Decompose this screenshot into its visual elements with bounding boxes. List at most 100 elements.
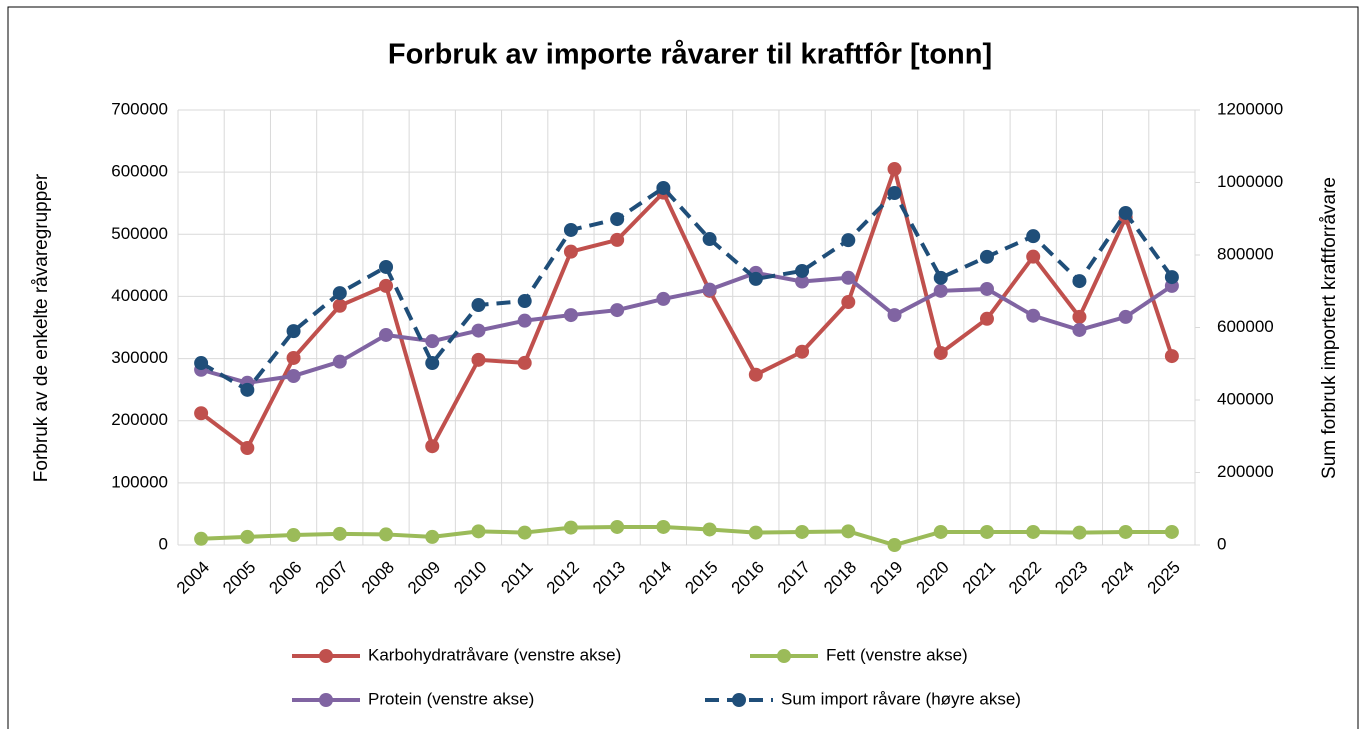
data-point	[1164, 524, 1179, 539]
data-point	[702, 282, 717, 297]
data-point	[1072, 322, 1087, 337]
data-point	[1072, 274, 1087, 289]
data-point	[933, 345, 948, 360]
data-point	[795, 524, 810, 539]
data-point	[517, 355, 532, 370]
data-point	[1164, 349, 1179, 364]
data-point	[933, 283, 948, 298]
series-line	[200, 185, 1174, 392]
data-point	[1164, 270, 1179, 285]
data-point	[286, 350, 301, 365]
data-point	[795, 263, 810, 278]
data-point	[194, 356, 209, 371]
data-point	[517, 525, 532, 540]
series-line	[199, 167, 1174, 451]
data-point	[748, 525, 763, 540]
data-point	[1026, 229, 1041, 244]
data-point	[332, 286, 347, 301]
data-point	[702, 232, 717, 247]
data-point	[1026, 524, 1041, 539]
y2-axis-label: Sum forbruk importert kraftforråvare	[1319, 177, 1340, 479]
data-point	[332, 298, 347, 313]
y2-tick-label: 1200000	[1217, 99, 1283, 118]
data-point	[286, 368, 301, 383]
y-tick-label: 300000	[111, 348, 168, 367]
data-point	[702, 522, 717, 537]
data-point	[1118, 524, 1133, 539]
data-point	[332, 354, 347, 369]
data-point	[471, 524, 486, 539]
data-point	[1026, 308, 1041, 323]
data-point	[795, 344, 810, 359]
data-point	[240, 382, 255, 397]
y2-tick-label: 200000	[1217, 462, 1274, 481]
data-point	[795, 274, 810, 289]
data-point	[379, 327, 394, 342]
data-point	[979, 249, 994, 264]
data-point	[194, 531, 209, 546]
data-point	[286, 528, 301, 543]
data-point	[610, 303, 625, 318]
data-point	[332, 526, 347, 541]
data-point	[379, 259, 394, 274]
y-tick-label: 500000	[111, 224, 168, 243]
data-point	[1026, 249, 1041, 264]
chart-border	[7, 6, 1359, 729]
data-point	[748, 367, 763, 382]
data-point	[841, 295, 856, 310]
data-point	[841, 270, 856, 285]
data-point	[748, 271, 763, 286]
data-point	[379, 527, 394, 542]
data-point	[656, 291, 671, 306]
data-point	[563, 244, 578, 259]
data-point	[979, 311, 994, 326]
legend-marker	[319, 649, 333, 663]
data-point	[979, 524, 994, 539]
data-point	[240, 441, 255, 456]
y2-tick-label: 1000000	[1217, 172, 1283, 191]
data-point	[425, 439, 440, 454]
y-axis-label: Forbruk av de enkelte råvaregrupper	[31, 173, 52, 482]
data-point	[979, 281, 994, 296]
data-point	[517, 313, 532, 328]
series-line	[201, 524, 1172, 547]
legend-label: Fett (venstre akse)	[826, 645, 968, 664]
data-point	[656, 180, 671, 195]
data-point	[563, 520, 578, 535]
data-point	[656, 519, 671, 534]
data-point	[933, 524, 948, 539]
data-point	[933, 270, 948, 285]
data-point	[1072, 525, 1087, 540]
legend-label: Sum import råvare (høyre akse)	[781, 689, 1021, 708]
y-tick-label: 200000	[111, 410, 168, 429]
data-point	[379, 278, 394, 293]
y-tick-label: 600000	[111, 162, 168, 181]
data-point	[841, 233, 856, 248]
chart-title: Forbruk av importe råvarer til kraftfôr …	[388, 39, 992, 71]
series-line	[200, 270, 1174, 385]
data-point	[563, 222, 578, 237]
data-point	[563, 308, 578, 323]
legend-marker	[319, 693, 333, 707]
data-point	[887, 162, 902, 177]
legend-label: Karbohydratråvare (venstre akse)	[368, 645, 621, 664]
data-point	[425, 529, 440, 544]
data-point	[194, 406, 209, 421]
data-point	[1072, 309, 1087, 324]
legend-label: Protein (venstre akse)	[368, 689, 534, 708]
data-point	[841, 524, 856, 539]
data-point	[240, 529, 255, 544]
y2-tick-label: 800000	[1217, 244, 1274, 263]
y-tick-label: 700000	[111, 99, 168, 118]
data-point	[887, 538, 902, 552]
y2-tick-label: 600000	[1217, 317, 1274, 336]
y-tick-label: 0	[159, 534, 168, 553]
y-tick-label: 100000	[111, 472, 168, 491]
data-point	[471, 323, 486, 338]
data-point	[286, 324, 301, 339]
y2-tick-label: 400000	[1217, 389, 1274, 408]
legend-marker	[732, 693, 746, 707]
data-point	[887, 186, 902, 201]
data-point	[610, 519, 625, 534]
